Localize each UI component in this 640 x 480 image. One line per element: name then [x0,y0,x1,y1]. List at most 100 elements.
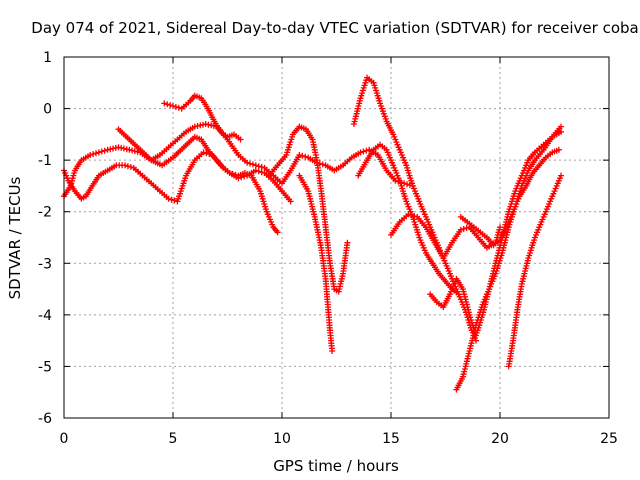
y-axis-title: SDTVAR / TECUs [6,176,24,299]
series-track [355,141,462,298]
data-point [168,196,175,203]
data-point [258,169,265,176]
series-track [296,172,336,354]
y-tick-label: -1 [38,153,52,169]
x-tick-label: 15 [382,431,400,447]
data-point [455,291,462,298]
data-point [126,146,133,153]
data-point [244,159,251,166]
data-point [170,103,176,109]
data-point [408,212,415,219]
x-tick-label: 0 [60,431,69,447]
data-point [175,104,182,111]
data-point [167,102,174,109]
series-track [453,123,564,393]
axis-ticks: 0 5 10 15 20 25 -6 -5 -4 -3 -2 -1 0 1 [38,50,618,447]
data-point [558,128,564,135]
data-point [194,123,201,129]
data-point [252,167,259,174]
data-point [555,146,562,153]
series-track [505,172,564,370]
data-point [203,150,210,157]
series-track [61,149,294,205]
data-point [252,162,259,169]
data-point [255,163,262,170]
data-point [164,101,171,108]
data-point [287,198,294,205]
data-point [232,171,239,178]
data-point [200,149,207,156]
data-point [95,149,102,156]
data-point [226,170,233,176]
plot-frame [63,56,610,419]
data-point [247,160,253,167]
data-point [319,161,326,168]
chart-title: Day 074 of 2021, Sidereal Day-to-day VTE… [31,19,638,37]
data-point [120,145,127,152]
data-point [90,151,97,158]
data-point [107,146,114,153]
series-line [455,126,562,390]
data-point [558,172,564,179]
series-track [161,92,244,143]
series-line [357,144,459,295]
data-point [98,148,105,155]
data-point [172,103,179,110]
data-point [229,170,236,177]
x-axis-title: GPS time / hours [273,457,399,475]
data-point [255,168,262,175]
x-tick-label: 25 [600,431,618,447]
data-point [122,162,128,169]
series-track [350,74,479,344]
data-point [165,195,172,202]
data-point [460,225,467,232]
data-point [208,122,215,129]
data-point [405,211,412,218]
x-tick-label: 20 [491,431,509,447]
data-point [360,148,367,155]
data-point [299,152,306,159]
data-point [296,152,303,158]
data-point [357,149,364,156]
data-point [127,164,134,170]
y-tick-label: -3 [38,256,52,272]
y-tick-label: 0 [43,102,52,118]
data-point [258,164,265,170]
data-point [93,150,99,157]
series-layer [61,74,564,393]
series-track [388,211,503,262]
x-tick-label: 5 [169,431,178,447]
series-track [115,126,281,236]
y-tick-label: -5 [38,359,52,375]
data-point [161,100,168,107]
y-tick-label: 1 [43,50,52,66]
data-point [274,229,281,236]
data-point [463,225,470,231]
data-point [329,348,336,354]
data-point [558,123,564,130]
data-point [237,136,244,143]
data-point [124,163,131,170]
data-point [411,213,418,219]
data-point [404,181,410,188]
data-point [131,148,138,155]
series-track [265,123,351,295]
y-tick-label: -4 [38,308,52,324]
data-point [302,153,309,160]
data-point [202,121,209,127]
data-point [87,152,94,158]
y-tick-label: -6 [38,411,52,427]
x-tick-label: 10 [273,431,291,447]
data-point [249,161,256,168]
data-point [101,147,108,154]
series-line [353,76,477,341]
grid [64,57,609,418]
data-point [200,121,206,128]
series-track [457,146,562,249]
y-tick-label: -2 [38,205,52,221]
data-point [363,147,370,154]
series-line [268,125,348,293]
data-point [171,197,178,204]
data-point [344,239,351,246]
